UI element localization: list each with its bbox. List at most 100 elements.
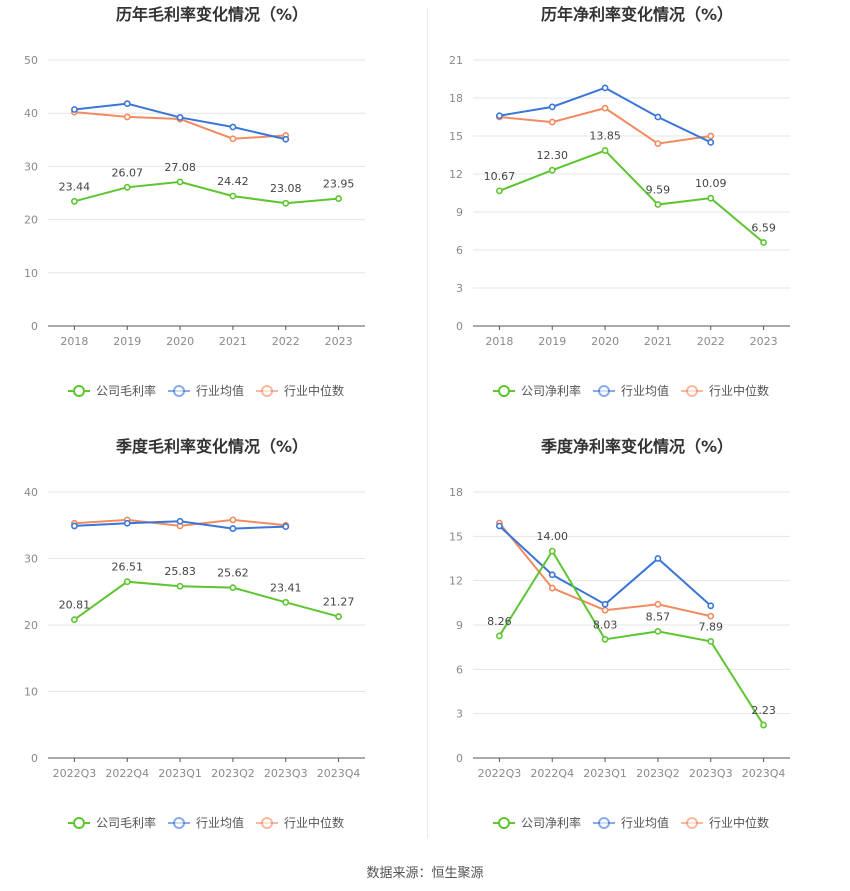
y-tick-label: 21	[449, 54, 463, 67]
data-label: 13.85	[589, 130, 621, 143]
data-label: 7.89	[699, 620, 724, 633]
data-label: 24.42	[217, 175, 249, 188]
legend-marker	[598, 385, 610, 397]
x-tick-label: 2022Q3	[478, 767, 522, 780]
x-tick-label: 2019	[538, 335, 566, 348]
chart-quarterly-net-margin: 季度净利率变化情况（%） 0 3 6 9 12 15 18 2022Q3 2022Q4 2023Q1…	[425, 432, 850, 862]
data-label: 23.08	[270, 182, 302, 195]
x-tick-label: 2018	[60, 335, 88, 348]
legend-label: 行业中位数	[284, 815, 344, 830]
series-line	[73, 580, 339, 621]
data-point	[601, 84, 609, 92]
legend-marker	[598, 817, 610, 829]
chart-title: 历年净利率变化情况（%）	[541, 5, 733, 24]
legend-label: 行业中位数	[709, 815, 769, 830]
x-tick-label: 2021	[644, 335, 672, 348]
data-point	[123, 519, 131, 527]
data-point	[707, 194, 715, 202]
y-tick-label: 18	[449, 92, 463, 105]
data-point	[229, 516, 237, 524]
x-tick-label: 2023Q2	[636, 767, 680, 780]
data-point	[760, 239, 767, 246]
data-label: 8.26	[487, 615, 512, 628]
data-point	[601, 104, 609, 112]
data-point	[71, 522, 78, 530]
legend-marker	[173, 385, 185, 397]
x-tick-label: 2023Q2	[211, 767, 255, 780]
source-note: 数据来源：恒生聚源	[366, 866, 484, 881]
x-tick-label: 2022	[272, 335, 300, 348]
data-point	[71, 106, 78, 113]
data-label: 9.59	[646, 184, 671, 197]
data-label: 27.08	[164, 161, 196, 174]
legend-label: 行业均值	[196, 815, 244, 830]
data-label: 26.07	[112, 166, 144, 179]
legend-marker	[686, 817, 698, 829]
legend-label: 公司净利率	[521, 815, 581, 830]
data-point	[601, 635, 609, 643]
legend-label: 行业中位数	[709, 383, 769, 398]
chart-title: 季度净利率变化情况（%）	[540, 437, 733, 456]
y-tick-label: 6	[456, 244, 463, 257]
data-point	[71, 197, 78, 205]
y-tick-label: 6	[456, 663, 463, 676]
y-tick-label: 9	[456, 619, 463, 632]
y-tick-label: 18	[449, 486, 463, 499]
y-tick-label: 40	[24, 107, 38, 120]
data-label: 8.03	[593, 618, 618, 631]
data-label: 25.83	[164, 565, 196, 578]
data-label: 26.51	[112, 561, 144, 574]
chart-annual-gross-margin: 历年毛利率变化情况（%） 0 10 20 30 40 50 2018 2019 2020 2021 2…	[0, 0, 425, 430]
y-tick-label: 15	[449, 530, 463, 543]
chart-quarterly-gross-margin: 季度毛利率变化情况（%） 0 10 20 30 40 2022Q3 2022Q4 2023Q1 2…	[0, 432, 425, 862]
data-point	[282, 199, 290, 207]
data-point	[654, 113, 662, 121]
x-tick-label: 2023Q3	[689, 767, 733, 780]
y-tick-label: 9	[456, 206, 463, 219]
data-point	[282, 135, 290, 143]
data-point	[707, 612, 715, 620]
data-point	[707, 138, 715, 146]
legend-marker	[686, 385, 698, 397]
data-point	[282, 598, 290, 606]
y-tick-label: 12	[449, 168, 463, 181]
legend-marker	[498, 385, 510, 397]
data-point	[654, 600, 662, 608]
data-point	[654, 140, 662, 147]
data-point	[229, 123, 237, 131]
data-point	[548, 547, 556, 555]
chart-svg-0: 历年毛利率变化情况（%） 0 10 20 30 40 50 2018 2019 2020 2021 2…	[24, 5, 365, 398]
data-point	[176, 178, 184, 186]
data-point	[654, 201, 662, 208]
data-point	[548, 166, 556, 174]
data-point	[548, 118, 556, 126]
data-label: 20.81	[59, 599, 91, 612]
data-point	[123, 578, 131, 586]
series-line	[498, 525, 712, 607]
x-tick-label: 2020	[166, 335, 194, 348]
legend-marker	[173, 817, 185, 829]
data-point	[496, 112, 503, 120]
data-label: 2.23	[751, 704, 776, 717]
y-tick-label: 10	[24, 267, 38, 280]
data-label: 23.41	[270, 581, 302, 594]
data-point	[229, 584, 237, 592]
legend-label: 行业均值	[621, 383, 669, 398]
x-tick-label: 2022Q4	[530, 767, 574, 780]
legend-marker	[261, 817, 273, 829]
data-point	[229, 135, 237, 143]
legend-marker	[73, 817, 85, 829]
legend-marker	[498, 817, 510, 829]
data-point	[176, 517, 184, 525]
x-tick-label: 2019	[113, 335, 141, 348]
x-tick-label: 2022Q4	[105, 767, 149, 780]
data-point	[760, 721, 767, 729]
data-point	[707, 132, 715, 140]
x-tick-label: 2023	[750, 335, 778, 348]
data-point	[282, 523, 290, 530]
data-label: 10.67	[484, 170, 516, 183]
x-tick-label: 2023Q1	[583, 767, 627, 780]
data-point	[335, 613, 342, 620]
legend-label: 行业均值	[196, 383, 244, 398]
data-label: 21.27	[323, 596, 355, 609]
